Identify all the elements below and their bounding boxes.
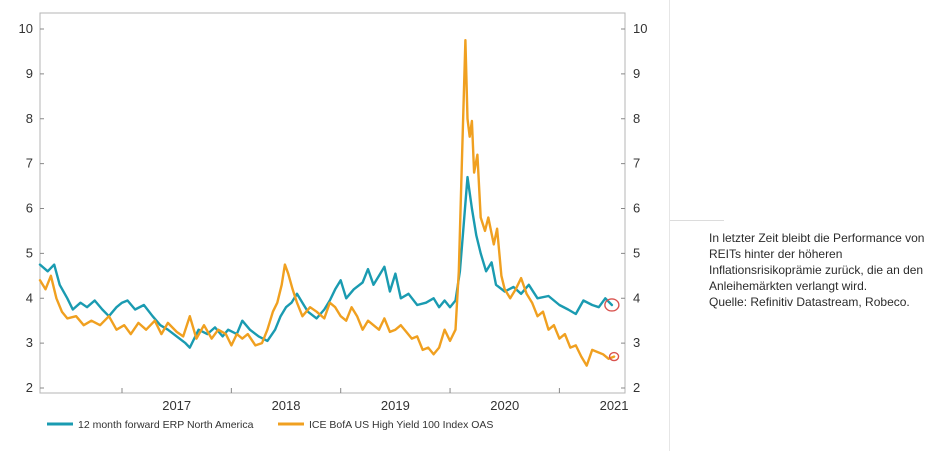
y-tick-label-right-4: 4 xyxy=(633,290,640,305)
y-tick-label-left-6: 6 xyxy=(26,201,33,216)
legend: 12 month forward ERP North America ICE B… xyxy=(47,419,493,431)
y-tick-label-right-6: 6 xyxy=(633,201,640,216)
panel-divider xyxy=(669,0,670,451)
x-tick-label-2017: 2017 xyxy=(162,398,191,413)
x-tick-label-2021: 2021 xyxy=(600,398,629,413)
y-tick-label-right-7: 7 xyxy=(633,156,640,171)
plot-area xyxy=(39,12,626,394)
series-line-erp-north-america xyxy=(38,175,614,349)
legend-label-high-yield: ICE BofA US High Yield 100 Index OAS xyxy=(309,419,493,431)
y-tick-label-left-4: 4 xyxy=(26,290,33,305)
series-line-high-yield-oas xyxy=(38,39,616,367)
y-tick-label-left-5: 5 xyxy=(26,245,33,260)
series-layer xyxy=(38,39,616,367)
y-axis-left: 2 3 4 5 6 7 8 9 10 xyxy=(19,21,44,395)
y-tick-label-right-8: 8 xyxy=(633,111,640,126)
annotation-circle-1 xyxy=(604,298,620,312)
y-axis-right: 2 3 4 5 6 7 8 9 10 xyxy=(621,21,647,395)
y-tick-label-right-5: 5 xyxy=(633,245,640,260)
caption-line-3: Inflationsrisikoprämie zurück, die an de… xyxy=(709,263,924,277)
caption-source: Quelle: Refinitiv Datastream, Robeco. xyxy=(709,295,910,309)
y-tick-label-left-8: 8 xyxy=(26,111,33,126)
y-tick-label-left-7: 7 xyxy=(26,156,33,171)
caption-line-1: In letzter Zeit bleibt die Performance v… xyxy=(709,231,925,245)
y-tick-label-left-9: 9 xyxy=(26,66,33,81)
x-tick-label-2018: 2018 xyxy=(272,398,301,413)
y-tick-label-left-10: 10 xyxy=(19,21,33,36)
y-tick-label-right-2: 2 xyxy=(633,380,640,395)
x-axis: 2017 2018 2019 2020 2021 xyxy=(121,388,629,413)
annotation-circle-2 xyxy=(608,351,620,362)
x-tick-label-2020: 2020 xyxy=(490,398,519,413)
caption-line-4: Anleihemärkten verlangt wird. xyxy=(709,279,868,293)
y-tick-label-left-2: 2 xyxy=(26,380,33,395)
chart-caption: In letzter Zeit bleibt die Performance v… xyxy=(709,230,935,310)
caption-rule xyxy=(670,220,724,221)
caption-line-2: REITs hinter der höheren xyxy=(709,247,843,261)
y-tick-label-right-3: 3 xyxy=(633,335,640,350)
y-tick-label-right-9: 9 xyxy=(633,66,640,81)
legend-label-erp: 12 month forward ERP North America xyxy=(78,419,254,431)
annotation-layer xyxy=(604,298,620,362)
x-tick-label-2019: 2019 xyxy=(381,398,410,413)
y-tick-label-left-3: 3 xyxy=(26,335,33,350)
y-tick-label-right-10: 10 xyxy=(633,21,647,36)
